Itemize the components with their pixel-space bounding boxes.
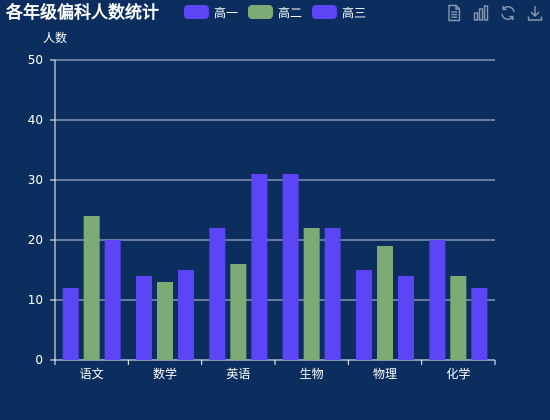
x-tick-label: 化学 — [446, 366, 470, 381]
x-tick-label: 生物 — [300, 367, 324, 381]
y-tick-label: 50 — [28, 53, 43, 67]
y-tick-label: 10 — [28, 293, 43, 307]
bar-series-1-3[interactable] — [209, 228, 226, 360]
bars — [62, 174, 488, 360]
bar-series-1-6[interactable] — [429, 240, 446, 360]
y-tick-label: 0 — [35, 353, 43, 367]
bar-chart-icon[interactable] — [472, 4, 490, 22]
bar-series-1-4[interactable] — [282, 174, 299, 360]
data-view-icon[interactable] — [445, 4, 463, 22]
bar-series-1-2[interactable] — [136, 276, 152, 360]
y-tick-label: 20 — [28, 233, 43, 247]
grid-lines — [55, 59, 495, 301]
legend-swatch-series-2 — [248, 5, 274, 19]
legend-item-series-2[interactable]: 高二 — [248, 4, 302, 21]
legend-item-series-1[interactable]: 高一 — [184, 4, 238, 21]
x-tick-label: 英语 — [226, 367, 250, 381]
chart-title: 各年级偏科人数统计 — [6, 3, 159, 23]
download-icon[interactable] — [526, 4, 544, 22]
bar-series-2-4[interactable] — [303, 228, 320, 360]
legend-label-series-3: 高三 — [342, 5, 367, 20]
legend-swatch-series-3 — [312, 5, 338, 19]
legend-swatch-series-1 — [184, 5, 209, 19]
axes — [50, 59, 496, 365]
legend-label-series-1: 高一 — [214, 5, 239, 20]
bar-series-2-3[interactable] — [230, 264, 247, 360]
chart-toolbox — [436, 4, 544, 22]
bar-series-2-6[interactable] — [450, 276, 467, 360]
bar-series-1-1[interactable] — [62, 288, 79, 360]
bar-series-3-3[interactable] — [251, 174, 268, 360]
bar-series-2-1[interactable] — [83, 216, 100, 360]
bar-series-2-2[interactable] — [157, 282, 173, 360]
bar-series-1-5[interactable] — [356, 270, 372, 360]
y-tick-label: 40 — [28, 113, 43, 127]
y-tick-label: 30 — [28, 173, 43, 187]
bar-series-3-4[interactable] — [324, 228, 341, 360]
bar-series-3-5[interactable] — [398, 276, 414, 360]
legend-item-series-3[interactable]: 高三 — [312, 4, 366, 21]
x-tick-label: 物理 — [373, 367, 397, 381]
tick-labels: 0 10 20 30 40 50 语文 数学 英语 生物 物理 化学 — [28, 53, 471, 381]
bar-series-3-2[interactable] — [178, 270, 194, 360]
restore-icon[interactable] — [499, 4, 517, 22]
x-tick-label: 语文 — [80, 366, 104, 381]
bar-series-3-1[interactable] — [104, 240, 121, 360]
bar-series-2-5[interactable] — [377, 246, 393, 360]
legend-label-series-2: 高二 — [278, 5, 303, 20]
chart-legend: 高一 高二 高三 — [184, 4, 376, 20]
x-tick-label: 数学 — [153, 366, 177, 381]
y-axis-title: 人数 — [43, 30, 67, 45]
bar-series-3-6[interactable] — [471, 288, 488, 360]
